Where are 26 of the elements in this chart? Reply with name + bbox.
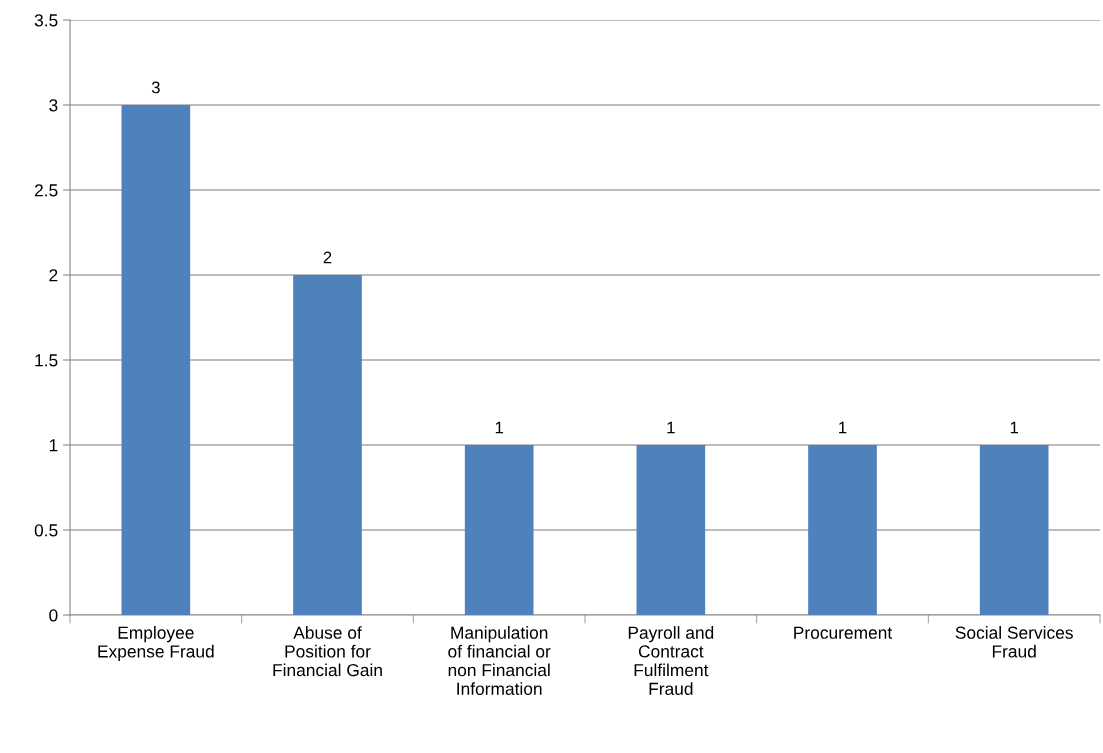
bar [121,105,191,615]
data-label: 2 [323,251,332,264]
bar [636,445,706,615]
x-tick-label: Social Services Fraud [955,626,1073,658]
y-tick-label: 3 [49,99,58,112]
y-tick-label: 1.5 [35,354,58,367]
x-tick-label: Payroll and Contract Fulfilment Fraud [628,626,714,695]
data-label: 1 [495,421,503,434]
y-tick-label: 2 [49,269,58,282]
y-tick-label: 0.5 [34,524,58,537]
data-label: 3 [151,81,160,94]
y-tick-label: 1 [49,439,58,452]
x-tick-label: Employee Expense Fraud [98,626,214,661]
data-label: 1 [1010,421,1018,434]
x-tick-label: Abuse of Position for Financial Gain [273,626,382,677]
bar [464,445,534,615]
y-tick-label: 0 [49,609,58,622]
data-label: 1 [839,421,847,434]
data-label: 1 [667,421,675,434]
bar [293,275,362,615]
bar [979,445,1049,615]
x-tick-label: Procurement [794,626,893,639]
x-tick-label: Manipulation of financial or non Financial Information [448,626,551,695]
y-tick-label: 3.5 [34,14,58,27]
y-tick-label: 2.5 [34,184,58,197]
bar [808,445,877,615]
